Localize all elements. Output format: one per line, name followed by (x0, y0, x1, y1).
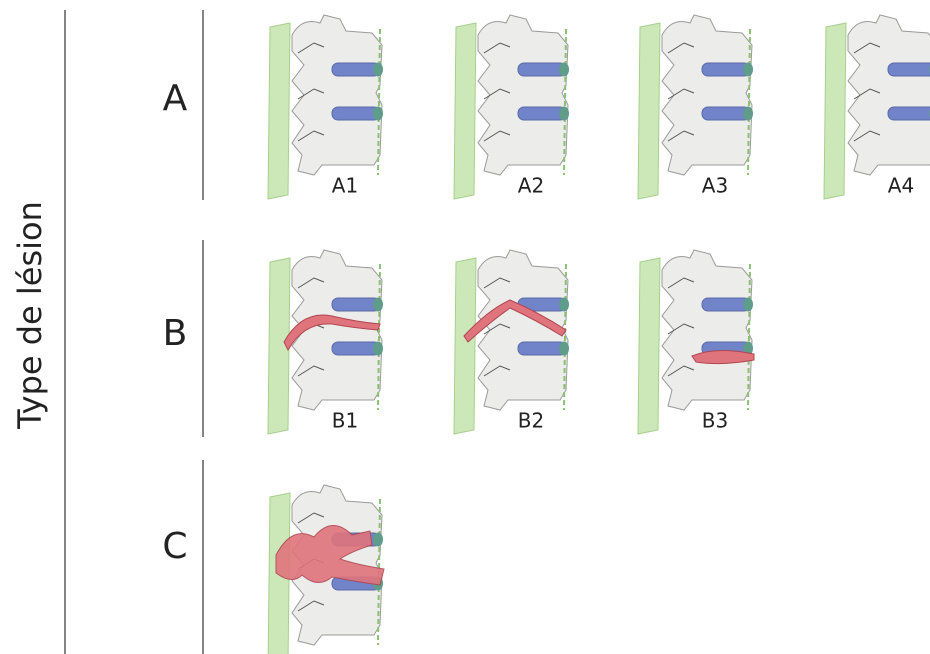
vertebrae (662, 15, 752, 175)
lesion (692, 350, 754, 363)
spine-illustration (454, 250, 569, 434)
spinal-cord (454, 258, 476, 434)
disc (332, 342, 380, 355)
vertebrae (292, 15, 382, 175)
spinal-cord (824, 23, 846, 199)
row-label: B (163, 313, 188, 354)
axis-label: Type de lésion (11, 201, 49, 430)
vertebrae (662, 250, 752, 410)
spine-illustration (638, 250, 754, 434)
disc (332, 63, 380, 76)
disc (702, 63, 750, 76)
lesion-diagram: Type de lésion A A1 A2 A3 A4 B B1 B2 B3 C (0, 0, 930, 654)
spine-illustration (454, 15, 569, 199)
spine-illustration (268, 250, 383, 434)
item-label: A4 (888, 174, 914, 198)
spinal-cord (454, 23, 476, 199)
disc (332, 107, 380, 120)
disc-cap (559, 342, 569, 356)
disc-cap (743, 63, 753, 77)
disc (702, 298, 750, 311)
disc-cap (743, 298, 753, 312)
spinal-cord (638, 23, 660, 199)
disc (332, 298, 380, 311)
disc (518, 342, 566, 355)
disc (888, 63, 930, 76)
item-label: A3 (702, 174, 728, 198)
disc (888, 107, 930, 120)
disc-cap (559, 107, 569, 121)
disc-cap (373, 298, 383, 312)
disc-cap (559, 63, 569, 77)
spine-illustration (268, 15, 383, 199)
disc (702, 107, 750, 120)
disc (518, 63, 566, 76)
disc-cap (559, 298, 569, 312)
item-label: B2 (518, 409, 544, 433)
row-label: A (163, 78, 188, 119)
spine-illustration (824, 15, 930, 199)
item-label: A2 (518, 174, 544, 198)
spine-illustration (268, 485, 384, 654)
disc-cap (373, 533, 383, 547)
row-label: C (162, 526, 187, 567)
disc-cap (373, 63, 383, 77)
item-label: A1 (332, 174, 358, 198)
spine-illustration (638, 15, 753, 199)
disc-cap (373, 107, 383, 121)
disc-cap (743, 107, 753, 121)
disc (518, 107, 566, 120)
spinal-cord (268, 23, 290, 199)
vertebrae (478, 15, 568, 175)
item-label: B3 (702, 409, 728, 433)
spinal-cord (638, 258, 660, 434)
disc-cap (373, 342, 383, 356)
item-label: B1 (332, 409, 358, 433)
